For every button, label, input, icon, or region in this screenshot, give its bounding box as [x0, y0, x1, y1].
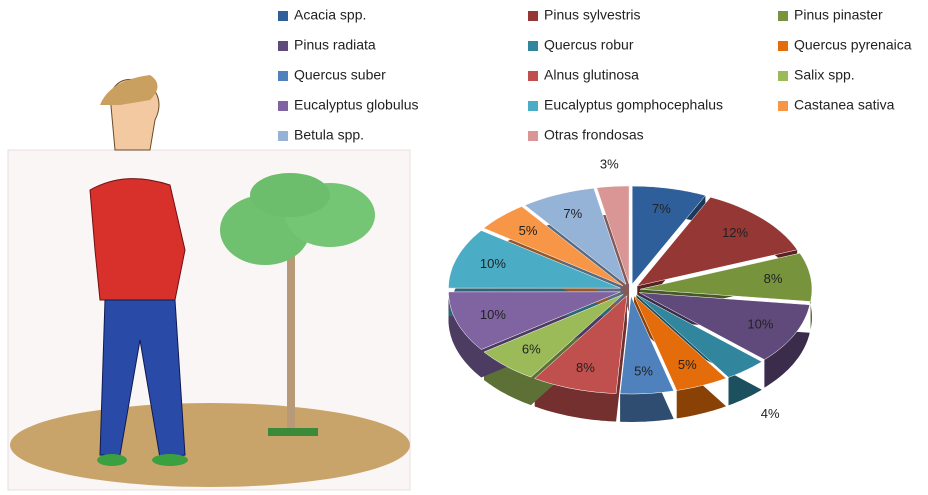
pie-slice	[524, 187, 627, 286]
data-label: 3%	[600, 156, 619, 171]
data-label: 6%	[522, 342, 541, 357]
legend-label: Betula spp.	[294, 127, 364, 143]
tree-leaves	[250, 173, 330, 217]
pie-slice	[631, 185, 706, 285]
data-label: 10%	[747, 317, 773, 332]
legend-label: Alnus glutinosa	[544, 67, 639, 83]
legend-swatch	[778, 41, 788, 51]
legend-swatch	[528, 11, 538, 21]
illustration	[7, 75, 411, 491]
legend-label: Pinus radiata	[294, 37, 376, 53]
legend-label: Acacia spp.	[294, 7, 366, 23]
trousers	[99, 299, 186, 459]
sweater	[89, 178, 186, 301]
legend-swatch	[528, 41, 538, 51]
shoe	[97, 454, 127, 466]
data-label: 12%	[722, 225, 748, 240]
legend-swatch	[278, 41, 288, 51]
legend-swatch	[528, 131, 538, 141]
legend-label: Eucalyptus globulus	[294, 97, 419, 113]
legend-swatch	[278, 131, 288, 141]
pie-slice	[638, 292, 811, 360]
legend-swatch	[778, 71, 788, 81]
legend-swatch	[528, 101, 538, 111]
data-label: 8%	[576, 360, 595, 375]
legend-label: Quercus robur	[544, 37, 634, 53]
legend-label: Pinus pinaster	[794, 7, 883, 23]
slice-side	[484, 294, 624, 406]
data-label: 10%	[480, 256, 506, 271]
legend-label: Quercus suber	[294, 67, 386, 83]
hair	[100, 75, 158, 105]
data-label: 5%	[634, 364, 653, 379]
pie-slice	[639, 252, 813, 302]
pie-slice	[636, 196, 798, 287]
data-label: 8%	[764, 271, 783, 286]
legend-swatch	[778, 11, 788, 21]
grass	[268, 428, 318, 436]
data-label: 5%	[678, 357, 697, 372]
legend-label: Eucalyptus gomphocephalus	[544, 97, 723, 113]
legend-label: Castanea sativa	[794, 97, 895, 113]
pie-slice	[633, 295, 727, 391]
data-label: 4%	[761, 406, 780, 421]
pie-slice	[534, 295, 628, 394]
pie-slice	[636, 294, 763, 378]
legend-label: Quercus pyrenaica	[794, 37, 912, 53]
legend-swatch	[528, 71, 538, 81]
slice-side	[534, 295, 627, 422]
legend-label: Otras frondosas	[544, 127, 644, 143]
data-label: 5%	[519, 223, 538, 238]
pie-slice	[596, 185, 630, 285]
pie-slice	[448, 291, 621, 350]
data-label: 7%	[652, 201, 671, 216]
legend-label: Pinus sylvestris	[544, 7, 640, 23]
data-label: 7%	[563, 206, 582, 221]
pie-slice	[483, 294, 624, 378]
data-label: 10%	[480, 307, 506, 322]
shoe	[152, 454, 188, 466]
legend-label: Salix spp.	[794, 67, 855, 83]
ground	[10, 403, 410, 487]
pie-slice	[448, 230, 621, 289]
legend-swatch	[778, 101, 788, 111]
legend-swatch	[278, 101, 288, 111]
legend-swatch	[278, 71, 288, 81]
pie-slice	[619, 295, 675, 395]
pie-slice	[483, 206, 624, 286]
legend-swatch	[278, 11, 288, 21]
tree-trunk	[287, 250, 295, 430]
